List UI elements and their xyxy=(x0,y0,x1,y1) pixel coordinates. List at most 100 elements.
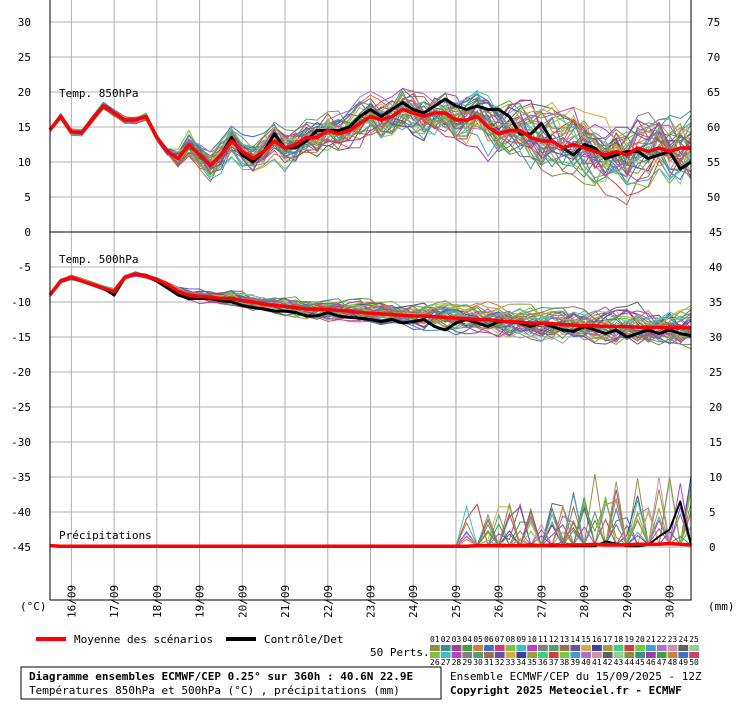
pert-swatch xyxy=(440,645,451,651)
right-tick-850: 55 xyxy=(707,156,720,169)
pert-number: 30 xyxy=(473,658,483,667)
pert-number: 14 xyxy=(570,635,580,644)
pert-swatch xyxy=(592,652,602,658)
pert-swatch xyxy=(656,645,667,651)
pert-swatch xyxy=(559,652,570,658)
pert-number: 45 xyxy=(635,658,645,667)
right-tick-500: 15 xyxy=(709,436,722,449)
pert-swatch xyxy=(538,652,548,658)
axis-ticks: 16/09 17/09 18/09 19/09 20/09 21/09 22/09 23/09… xyxy=(11,16,722,618)
pert-swatch xyxy=(527,652,537,658)
left-tick-850: 5 xyxy=(24,191,31,204)
right-tick-500: 5 xyxy=(709,506,716,519)
pert-number: 27 xyxy=(441,658,451,667)
right-tick-500: 20 xyxy=(709,401,722,414)
date-tick-label: 26/09 xyxy=(493,585,506,618)
pert-swatch xyxy=(505,645,516,651)
pert-number: 37 xyxy=(549,658,559,667)
left-tick-850: 0 xyxy=(24,226,31,239)
left-tick-500: -45 xyxy=(11,541,31,554)
right-tick-850: 75 xyxy=(707,16,720,29)
left-tick-500: -15 xyxy=(11,331,31,344)
pert-number: 48 xyxy=(668,658,678,667)
pert-swatch xyxy=(548,652,559,658)
panel-label-850: Temp. 850hPa xyxy=(59,87,138,100)
left-tick-500: -40 xyxy=(11,506,31,519)
plot-frame xyxy=(49,0,692,601)
pert-swatch xyxy=(473,645,483,651)
pert-swatch xyxy=(656,652,667,658)
pert-swatch xyxy=(505,652,516,658)
pert-number: 29 xyxy=(462,658,472,667)
right-tick-500: 0 xyxy=(709,541,716,554)
right-tick-850: 50 xyxy=(707,191,720,204)
pert-number: 16 xyxy=(592,635,602,644)
pert-number: 19 xyxy=(624,635,634,644)
pert-swatch xyxy=(592,645,602,651)
pert-swatch xyxy=(430,652,440,658)
pert-swatch xyxy=(667,652,678,658)
pert-swatch xyxy=(484,645,494,651)
pert-swatch xyxy=(548,645,559,651)
pert-swatch xyxy=(581,645,591,651)
date-tick-label: 29/09 xyxy=(621,585,634,618)
right-tick-500: 40 xyxy=(709,261,722,274)
date-tick-label: 16/09 xyxy=(65,585,78,618)
pert-number: 21 xyxy=(646,635,656,644)
footer-run: Ensemble ECMWF/CEP du 15/09/2025 - 12Z xyxy=(450,670,702,683)
right-tick-850: 70 xyxy=(707,51,720,64)
pert-swatch xyxy=(613,652,624,658)
legend: Moyenne des scénarios Contrôle/Det 50 Pe… xyxy=(36,633,699,667)
left-tick-850: 30 xyxy=(18,16,31,29)
pert-swatch xyxy=(484,652,494,658)
panel-frame-500 xyxy=(49,231,692,601)
pert-number: 03 xyxy=(452,635,462,644)
pert-number: 20 xyxy=(635,635,645,644)
panel-label-precip: Précipitations xyxy=(59,529,152,542)
pert-number: 47 xyxy=(657,658,667,667)
left-tick-500: -20 xyxy=(11,366,31,379)
pert-swatch xyxy=(624,645,635,651)
pert-swatch xyxy=(570,645,581,651)
legend-perts-label: 50 Perts. xyxy=(370,646,430,659)
pert-swatch xyxy=(602,645,613,651)
footer-title: Diagramme ensembles ECMWF/CEP 0.25° sur … xyxy=(29,670,413,683)
pert-number: 33 xyxy=(506,658,516,667)
pert-number: 22 xyxy=(657,635,667,644)
pert-number: 02 xyxy=(441,635,451,644)
left-tick-500: -25 xyxy=(11,401,31,414)
date-tick-label: 21/09 xyxy=(279,585,292,618)
legend-mean-label: Moyenne des scénarios xyxy=(74,633,213,646)
left-tick-500: -30 xyxy=(11,436,31,449)
footer-copyright: Copyright 2025 Meteociel.fr - ECMWF xyxy=(450,684,682,697)
date-tick-label: 28/09 xyxy=(578,585,591,618)
mean-line-850 xyxy=(48,104,691,168)
mean-line-precip xyxy=(49,541,692,549)
date-tick-label: 25/09 xyxy=(450,585,463,618)
pert-number: 07 xyxy=(495,635,505,644)
pert-number: 12 xyxy=(549,635,559,644)
pert-swatch xyxy=(646,645,656,651)
pert-swatch xyxy=(430,645,440,651)
grid xyxy=(50,0,691,600)
pert-number: 17 xyxy=(603,635,613,644)
pert-number: 35 xyxy=(527,658,537,667)
mean-line-500 xyxy=(48,272,691,330)
pert-swatch xyxy=(646,652,656,658)
pert-number: 09 xyxy=(516,635,526,644)
pert-number: 49 xyxy=(678,658,688,667)
right-tick-850: 60 xyxy=(707,121,720,134)
left-tick-500: -35 xyxy=(11,471,31,484)
pert-number: 15 xyxy=(581,635,591,644)
pert-number: 42 xyxy=(603,658,613,667)
pert-number: 28 xyxy=(452,658,462,667)
right-tick-850: 65 xyxy=(707,86,720,99)
pert-swatch xyxy=(689,652,699,658)
pert-number: 24 xyxy=(678,635,688,644)
right-tick-500: 35 xyxy=(709,296,722,309)
pert-number: 08 xyxy=(506,635,516,644)
pert-number: 26 xyxy=(430,658,440,667)
pert-number: 05 xyxy=(473,635,483,644)
